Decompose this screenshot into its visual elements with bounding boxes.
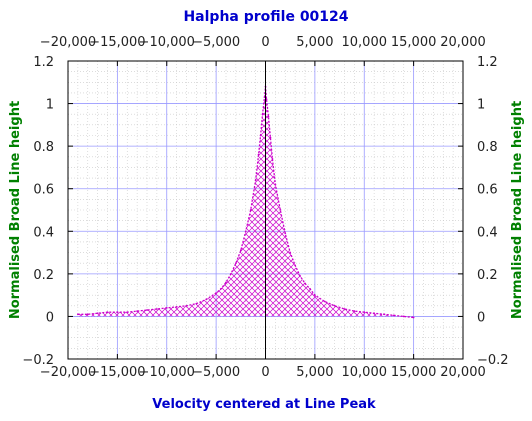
tick-labels: −20,000−20,000−15,000−15,000−10,000−10,0… — [22, 35, 508, 380]
data-point — [343, 308, 346, 310]
y-tick-label-right: 0 — [477, 310, 485, 325]
x-tick-label-top: −5,000 — [192, 35, 240, 50]
x-tick-label-top: 15,000 — [391, 35, 437, 50]
data-point — [205, 298, 208, 301]
data-point — [244, 230, 247, 233]
data-point — [383, 313, 385, 316]
x-tick-label-bottom: −20,000 — [40, 365, 96, 380]
data-point — [165, 307, 168, 309]
y-tick-label-left: −0.2 — [22, 353, 54, 368]
chart-title: Halpha profile 00124 — [183, 9, 348, 25]
data-point — [269, 136, 272, 139]
data-point — [412, 316, 415, 319]
x-tick-label-bottom: −15,000 — [89, 365, 145, 380]
tick-marks — [67, 60, 464, 360]
data-point — [259, 134, 262, 137]
x-tick-label-bottom: −10,000 — [139, 365, 195, 380]
data-point — [215, 292, 218, 294]
y-tick-label-left: 0.4 — [33, 225, 54, 240]
data-point — [267, 115, 270, 118]
data-point — [254, 179, 257, 182]
data-point — [146, 309, 148, 311]
y-axis-label-right: Normalised Broad Line height — [510, 101, 525, 319]
data-point — [263, 96, 266, 99]
x-tick-label-top: 10,000 — [342, 35, 388, 50]
data-point — [257, 153, 260, 156]
data-point — [261, 113, 264, 116]
data-point — [392, 314, 395, 317]
y-tick-label-right: 0.4 — [477, 225, 498, 240]
data-point — [230, 272, 232, 275]
x-tick-label-bottom: 10,000 — [342, 365, 388, 380]
data-point — [249, 209, 252, 211]
data-point — [271, 158, 274, 160]
y-tick-label-left: 0.2 — [33, 268, 54, 283]
x-tick-label-top: −10,000 — [139, 35, 195, 50]
x-tick-label-top: −15,000 — [89, 35, 145, 50]
y-tick-label-right: 0.2 — [477, 268, 498, 283]
data-point — [279, 209, 282, 211]
data-point — [126, 311, 129, 314]
data-point — [353, 310, 356, 313]
data-point — [304, 282, 306, 285]
data-point — [185, 304, 188, 307]
x-tick-label-bottom: 5,000 — [296, 365, 333, 380]
data-point — [106, 311, 109, 314]
data-point — [284, 232, 287, 235]
x-tick-label-top: −20,000 — [40, 35, 96, 50]
data-point — [373, 312, 376, 315]
data-point — [299, 275, 301, 277]
x-tick-label-top: 5,000 — [296, 35, 333, 50]
data-point — [313, 294, 316, 297]
data-point — [239, 249, 242, 252]
data-point — [402, 315, 405, 318]
data-point — [265, 98, 268, 101]
y-tick-label-left: 1.2 — [33, 55, 54, 70]
data-point — [309, 287, 311, 290]
y-tick-label-right: 1.2 — [477, 55, 498, 70]
data-point — [294, 264, 297, 267]
y-tick-label-left: 1 — [46, 98, 54, 113]
y-tick-label-right: 0.8 — [477, 140, 498, 155]
data-point — [96, 312, 99, 315]
data-point — [289, 251, 292, 254]
data-point — [234, 262, 237, 265]
x-tick-label-top: 20,000 — [440, 35, 486, 50]
data-point — [333, 304, 336, 307]
y-tick-label-right: 0.6 — [477, 183, 498, 198]
profile-area-fill — [77, 86, 414, 318]
y-tick-label-right: 1 — [477, 98, 485, 113]
data-point — [363, 311, 366, 314]
x-tick-label-top: 0 — [261, 35, 269, 50]
data-point — [76, 313, 79, 316]
data-point — [116, 311, 119, 314]
y-tick-label-left: 0.8 — [33, 140, 54, 155]
data-point — [323, 300, 326, 303]
data-point — [175, 305, 178, 308]
y-tick-label-left: 0.6 — [33, 183, 54, 198]
x-tick-label-bottom: −5,000 — [192, 365, 240, 380]
x-tick-label-bottom: 20,000 — [440, 365, 486, 380]
data-point — [225, 281, 227, 284]
data-point — [220, 287, 222, 290]
y-tick-label-left: 0 — [46, 310, 54, 325]
data-point — [86, 313, 89, 316]
data-point — [136, 310, 139, 313]
x-axis-label: Velocity centered at Line Peak — [152, 397, 376, 412]
x-tick-label-bottom: 0 — [261, 365, 269, 380]
data-point — [155, 308, 158, 310]
data-point — [274, 183, 277, 186]
data-point — [195, 302, 198, 305]
y-axis-label-left: Normalised Broad Line height — [8, 101, 23, 319]
x-tick-label-bottom: 15,000 — [391, 365, 437, 380]
y-tick-label-right: −0.2 — [477, 353, 509, 368]
data-area-layer — [76, 85, 415, 319]
